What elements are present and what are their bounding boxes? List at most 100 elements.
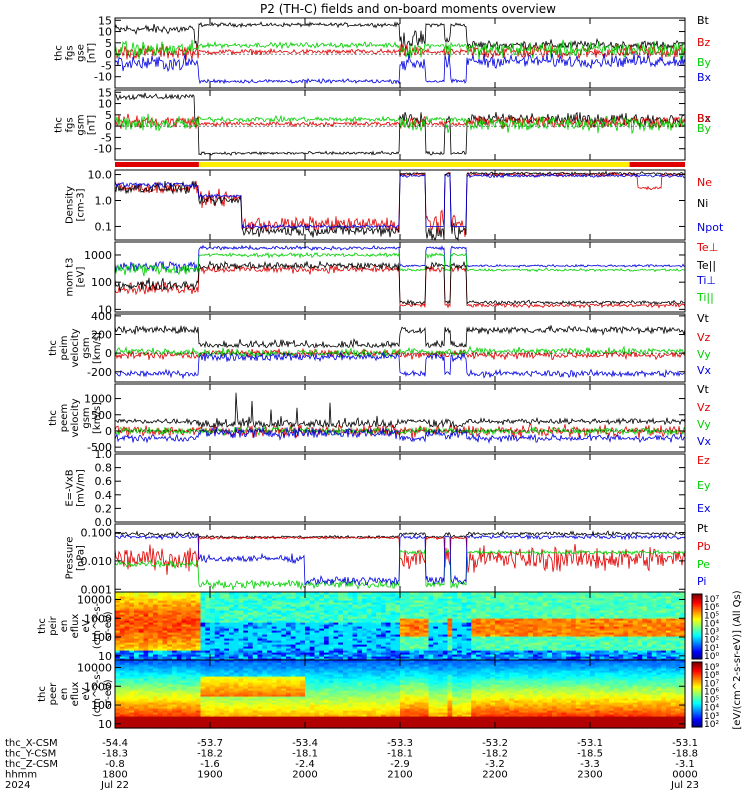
- heatmap-cell: [637, 628, 643, 631]
- heatmap-cell: [262, 636, 268, 639]
- heatmap-cell: [286, 634, 292, 637]
- heatmap-cell: [656, 618, 662, 621]
- heatmap-cell: [119, 710, 126, 713]
- heatmap-cell: [162, 688, 168, 691]
- heatmap-cell: [632, 644, 639, 647]
- heatmap-cell: [267, 596, 273, 599]
- legend-entry-Pe: Pe: [697, 558, 710, 571]
- heatmap-cell: [504, 654, 510, 657]
- heatmap-cell: [376, 604, 382, 607]
- heatmap-cell: [509, 658, 515, 661]
- heatmap-cell: [580, 600, 586, 603]
- heatmap-cell: [666, 624, 672, 627]
- heatmap-cell: [623, 604, 629, 607]
- heatmap-cell: [647, 646, 653, 649]
- heatmap-cell: [471, 640, 477, 643]
- heatmap-cell: [618, 612, 624, 615]
- heatmap-cell: [385, 616, 392, 619]
- heatmap-cell: [628, 632, 634, 635]
- heatmap-cell: [305, 636, 311, 639]
- ylabel-line: (cm^2-s-: [92, 602, 103, 649]
- heatmap-cell: [362, 592, 368, 595]
- heatmap-cell: [229, 638, 235, 641]
- heatmap-cell: [395, 632, 401, 635]
- heatmap-cell: [404, 648, 411, 651]
- heatmap-cell: [637, 644, 643, 647]
- heatmap-cell: [262, 594, 268, 597]
- heatmap-cell: [452, 626, 458, 629]
- heatmap-cell: [381, 612, 387, 615]
- heatmap-cell: [552, 620, 558, 623]
- heatmap-cell: [618, 626, 624, 629]
- heatmap-cell: [319, 612, 325, 615]
- ytick-label: 1000: [84, 612, 112, 625]
- heatmap-cell: [585, 650, 591, 653]
- heatmap-cell: [176, 654, 183, 657]
- heatmap-cell: [224, 640, 230, 643]
- heatmap-cell: [395, 614, 401, 617]
- heatmap-cell: [666, 630, 672, 633]
- heatmap-cell: [480, 644, 487, 647]
- heatmap-cell: [181, 624, 187, 627]
- heatmap-cell: [485, 594, 491, 597]
- heatmap-cell: [590, 652, 596, 655]
- ytick-label: 0.010: [81, 555, 113, 568]
- heatmap-cell: [138, 656, 145, 659]
- heatmap-cell: [148, 642, 154, 645]
- heatmap-cell: [623, 650, 629, 653]
- heatmap-cell: [618, 646, 624, 649]
- heatmap-cell: [148, 684, 154, 687]
- heatmap-cell: [290, 598, 297, 601]
- heatmap-cell: [637, 604, 643, 607]
- heatmap-cell: [119, 690, 126, 693]
- heatmap-cell: [205, 646, 211, 649]
- heatmap-cell: [124, 710, 130, 713]
- heatmap-cell: [119, 698, 126, 701]
- heatmap-cell: [271, 622, 278, 625]
- heatmap-cell: [153, 616, 159, 619]
- heatmap-cell: [666, 618, 672, 621]
- heatmap-cell: [347, 622, 354, 625]
- heatmap-cell: [675, 632, 681, 635]
- panel-frame: [114, 453, 686, 523]
- heatmap-cell: [438, 630, 444, 633]
- heatmap-cell: [238, 626, 244, 629]
- heatmap-cell: [552, 630, 558, 633]
- heatmap-cell: [609, 600, 615, 603]
- heatmap-cell: [656, 644, 662, 647]
- heatmap-cell: [575, 616, 582, 619]
- heatmap-cell: [157, 658, 164, 661]
- heatmap-cell: [423, 604, 430, 607]
- heatmap-cell: [385, 644, 392, 647]
- heatmap-cell: [504, 656, 510, 659]
- heatmap-cell: [172, 724, 178, 727]
- heatmap-cell: [252, 634, 259, 637]
- heatmap-cell: [457, 642, 463, 645]
- heatmap-cell: [594, 638, 601, 641]
- heatmap-cell: [347, 598, 354, 601]
- heatmap-cell: [119, 696, 126, 699]
- heatmap-cell: [324, 610, 330, 613]
- heatmap-cell: [352, 640, 358, 643]
- heatmap-cell: [518, 658, 525, 661]
- heatmap-cell: [385, 610, 392, 613]
- heatmap-cell: [433, 648, 439, 651]
- heatmap-cell: [623, 626, 629, 629]
- heatmap-cell: [162, 594, 168, 597]
- heatmap-cell: [675, 598, 681, 601]
- heatmap-cell: [480, 612, 487, 615]
- heatmap-cell: [200, 618, 206, 621]
- heatmap-cell: [632, 624, 639, 627]
- heatmap-cell: [286, 638, 292, 641]
- heatmap-cell: [499, 634, 506, 637]
- heatmap-cell: [290, 610, 297, 613]
- heatmap-cell: [566, 656, 572, 659]
- heatmap-cell: [400, 598, 406, 601]
- heatmap-cell: [442, 632, 449, 635]
- heatmap-cell: [157, 654, 164, 657]
- ylabel-line: eflux: [70, 682, 81, 707]
- heatmap-cell: [162, 622, 168, 625]
- heatmap-cell: [438, 592, 444, 595]
- heatmap-cell: [153, 640, 159, 643]
- heatmap-cell: [157, 600, 164, 603]
